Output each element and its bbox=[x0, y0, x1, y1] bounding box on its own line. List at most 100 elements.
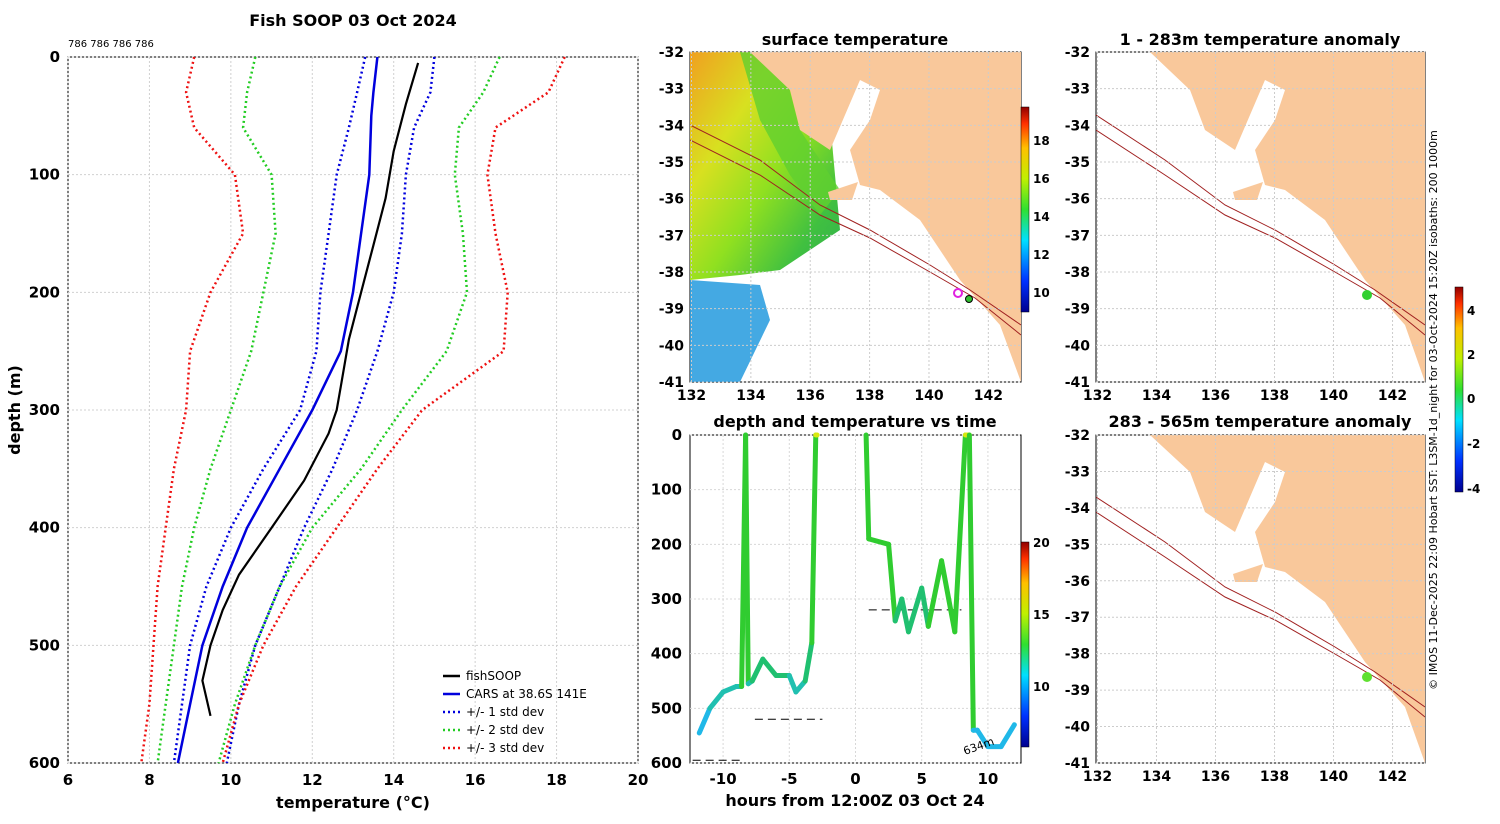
legend-label: +/- 2 std dev bbox=[466, 723, 544, 737]
timeseries-segment bbox=[809, 432, 819, 646]
map-x-tick-label: 134 bbox=[1142, 388, 1171, 404]
profile-lines bbox=[140, 56, 566, 764]
profile-top-note: 786 786 786 786 bbox=[68, 39, 154, 50]
timeseries-segment bbox=[905, 585, 925, 635]
timeseries-x-tick-label: 10 bbox=[977, 770, 998, 788]
timeseries-colorbar bbox=[1020, 541, 1030, 748]
sst-colorbar bbox=[1020, 106, 1030, 313]
profile-y-tick-label: 400 bbox=[29, 519, 60, 537]
profile-y-tick-label: 600 bbox=[29, 754, 60, 772]
timeseries-y-tick-label: 600 bbox=[651, 754, 682, 772]
timeseries-segment bbox=[707, 689, 726, 711]
map-y-tick-label: -41 bbox=[1065, 375, 1090, 391]
map-y-tick-label: -37 bbox=[1065, 228, 1090, 244]
timeseries-x-tick-label: -5 bbox=[781, 770, 798, 788]
map-y-tick-label: -38 bbox=[1065, 647, 1090, 663]
map-x-tick-label: 138 bbox=[1260, 769, 1289, 785]
profile-x-tick-label: 8 bbox=[144, 771, 154, 789]
profile-series-line bbox=[172, 56, 367, 764]
anomaly-top-isobath-200 bbox=[1096, 114, 1425, 326]
timeseries-segment bbox=[998, 722, 1017, 750]
map-y-tick-label: -35 bbox=[1065, 537, 1090, 553]
legend-label: +/- 1 std dev bbox=[466, 705, 544, 719]
map-x-tick-label: 132 bbox=[677, 388, 706, 404]
colorbar-tick-label: 10 bbox=[1033, 680, 1050, 694]
colorbar-tick-label: 16 bbox=[1033, 172, 1050, 186]
profile-series-line bbox=[176, 56, 379, 764]
anomaly-top-panel: 1 - 283m temperature anomaly 132 134 136 13… bbox=[1065, 30, 1426, 404]
sst-track-marker bbox=[953, 288, 963, 298]
anomaly-top-title: 1 - 283m temperature anomaly bbox=[1120, 30, 1401, 49]
map-y-tick-label: -33 bbox=[659, 82, 684, 98]
profile-series-line bbox=[201, 62, 420, 717]
sst-title: surface temperature bbox=[762, 30, 949, 49]
profile-legend: fishSOOP CARS at 38.6S 141E +/- 1 std dev +… bbox=[443, 669, 587, 755]
profile-x-label: temperature (°C) bbox=[276, 793, 430, 812]
map-y-tick-label: -36 bbox=[659, 192, 684, 208]
map-y-tick-label: -34 bbox=[659, 118, 685, 134]
map-y-tick-label: -32 bbox=[659, 45, 684, 61]
profile-x-tick-label: 20 bbox=[628, 771, 649, 789]
map-x-tick-label: 140 bbox=[1319, 769, 1348, 785]
map-y-tick-label: -38 bbox=[659, 265, 684, 281]
map-y-tick-label: -41 bbox=[659, 375, 684, 391]
anomaly-top-isobath-1000 bbox=[1096, 129, 1425, 336]
anomaly-top-marker bbox=[1362, 290, 1372, 300]
map-y-tick-label: -39 bbox=[1065, 683, 1090, 699]
sst-cool-field bbox=[690, 280, 770, 382]
map-x-tick-label: 132 bbox=[1083, 388, 1112, 404]
colorbar-tick-label: 15 bbox=[1033, 608, 1050, 622]
map-x-tick-label: 134 bbox=[1142, 769, 1171, 785]
timeseries-y-tick-label: 100 bbox=[651, 481, 682, 499]
map-x-tick-label: 138 bbox=[855, 388, 884, 404]
map-y-tick-label: -37 bbox=[1065, 610, 1090, 626]
timeseries-segment bbox=[966, 432, 976, 733]
map-y-tick-label: -40 bbox=[659, 338, 685, 354]
anomaly-colorbar bbox=[1454, 286, 1464, 493]
sst-panel: surface temperature 132 134 136 138 140 142 -… bbox=[659, 30, 1050, 404]
timeseries-segment bbox=[696, 705, 713, 736]
legend-label: fishSOOP bbox=[466, 669, 521, 683]
profile-y-tick-label: 0 bbox=[50, 48, 60, 66]
colorbar-tick-label: 18 bbox=[1033, 134, 1050, 148]
timeseries-y-tick-label: 500 bbox=[651, 699, 682, 717]
map-x-tick-label: 140 bbox=[1319, 388, 1348, 404]
anomaly-bottom-land bbox=[1150, 435, 1425, 763]
timeseries-segment bbox=[802, 640, 815, 684]
colorbar-tick-label: 12 bbox=[1033, 248, 1050, 262]
map-y-tick-label: -32 bbox=[1065, 428, 1090, 444]
profile-x-tick-label: 16 bbox=[465, 771, 486, 789]
colorbar-tick-label: 14 bbox=[1033, 210, 1050, 224]
map-x-tick-label: 136 bbox=[1201, 769, 1230, 785]
timeseries-y-tick-label: 300 bbox=[651, 590, 682, 608]
legend-label: CARS at 38.6S 141E bbox=[466, 687, 587, 701]
timeseries-lines bbox=[692, 432, 1017, 761]
timeseries-segment bbox=[925, 558, 945, 629]
map-x-tick-label: 138 bbox=[1260, 388, 1289, 404]
timeseries-segment bbox=[749, 656, 766, 684]
profile-x-tick-label: 14 bbox=[383, 771, 404, 789]
timeseries-segment bbox=[939, 558, 958, 635]
profile-x-ticks: 6 8 10 12 14 16 18 20 bbox=[63, 771, 649, 789]
map-y-tick-label: -34 bbox=[1065, 118, 1091, 134]
legend-label: +/- 3 std dev bbox=[466, 741, 544, 755]
map-y-tick-label: -35 bbox=[659, 155, 684, 171]
map-y-tick-label: -34 bbox=[1065, 501, 1091, 517]
profile-series-line bbox=[140, 56, 245, 764]
map-y-tick-label: -39 bbox=[1065, 302, 1090, 318]
profile-y-tick-label: 100 bbox=[29, 166, 60, 184]
anomaly-top-content bbox=[1096, 52, 1425, 382]
timeseries-title: depth and temperature vs time bbox=[713, 412, 996, 431]
anomaly-bottom-panel: 283 - 565m temperature anomaly 132 134 136… bbox=[1065, 412, 1426, 785]
profile-series-line bbox=[221, 56, 566, 764]
profile-panel: Fish SOOP 03 Oct 2024 786 786 786 786 6 8… bbox=[5, 11, 648, 812]
colorbar-tick-label: 10 bbox=[1033, 286, 1050, 300]
map-x-tick-label: 132 bbox=[1083, 769, 1112, 785]
kangaroo-island bbox=[828, 182, 858, 200]
colorbar-tick-label: -2 bbox=[1467, 437, 1480, 451]
map-x-tick-label: 134 bbox=[736, 388, 765, 404]
sst-land bbox=[750, 52, 1021, 382]
sst-gulf-field bbox=[740, 52, 840, 215]
timeseries-x-ticks: -10 -5 0 5 10 bbox=[710, 770, 999, 788]
